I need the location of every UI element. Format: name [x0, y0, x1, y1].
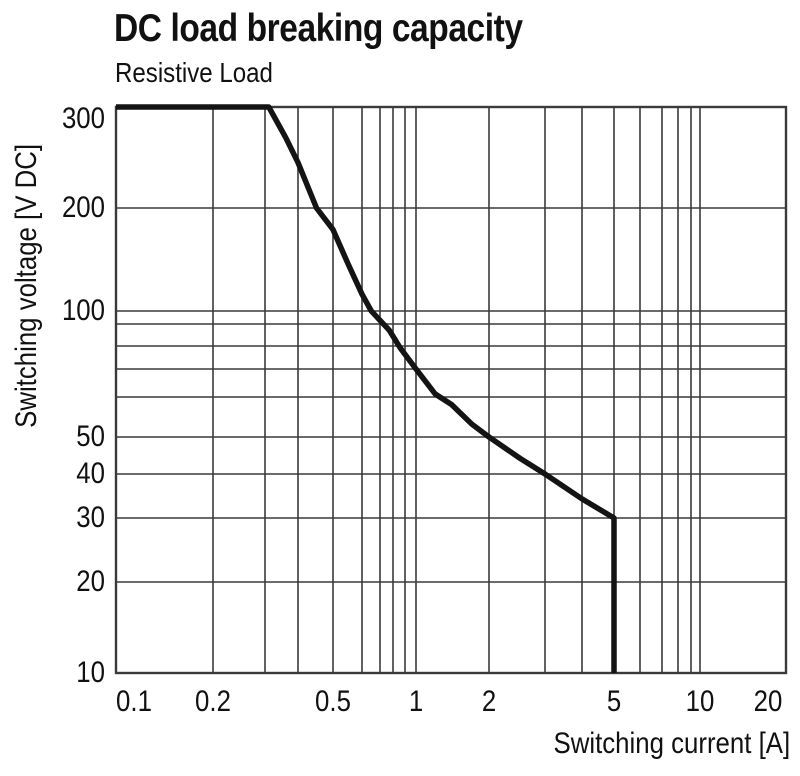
y-tick-label-300: 300 — [61, 102, 105, 135]
chart-title: DC load breaking capacity — [114, 7, 589, 51]
y-tick-label-200: 200 — [61, 191, 105, 224]
x-tick-label-5: 5 — [606, 685, 622, 718]
y-tick-label-20: 20 — [76, 565, 105, 598]
x-axis-title: Switching current [A] — [515, 729, 790, 759]
x-tick-label-0.5: 0.5 — [315, 685, 351, 718]
x-tick-label-0.2: 0.2 — [195, 685, 231, 718]
chart-subtitle: Resistive Load — [115, 57, 299, 89]
plot-border — [114, 105, 788, 675]
y-tick-label-50: 50 — [76, 420, 105, 453]
y-tick-label-100: 100 — [61, 294, 105, 327]
x-tick-label-0.1: 0.1 — [116, 685, 152, 718]
y-tick-label-10: 10 — [76, 656, 105, 689]
x-axis-title-text: Switching current [A] — [553, 727, 790, 760]
x-tick-label-2: 2 — [481, 685, 497, 718]
curve-resistive-load — [116, 104, 617, 673]
x-tick-label-10: 10 — [685, 685, 715, 718]
y-tick-label-30: 30 — [76, 501, 105, 534]
x-tick-label-20: 20 — [753, 685, 783, 718]
x-tick-label-1: 1 — [408, 685, 424, 718]
chart-subtitle-text: Resistive Load — [115, 57, 273, 88]
chart-title-text: DC load breaking capacity — [114, 7, 523, 50]
y-tick-label-40: 40 — [76, 457, 105, 490]
